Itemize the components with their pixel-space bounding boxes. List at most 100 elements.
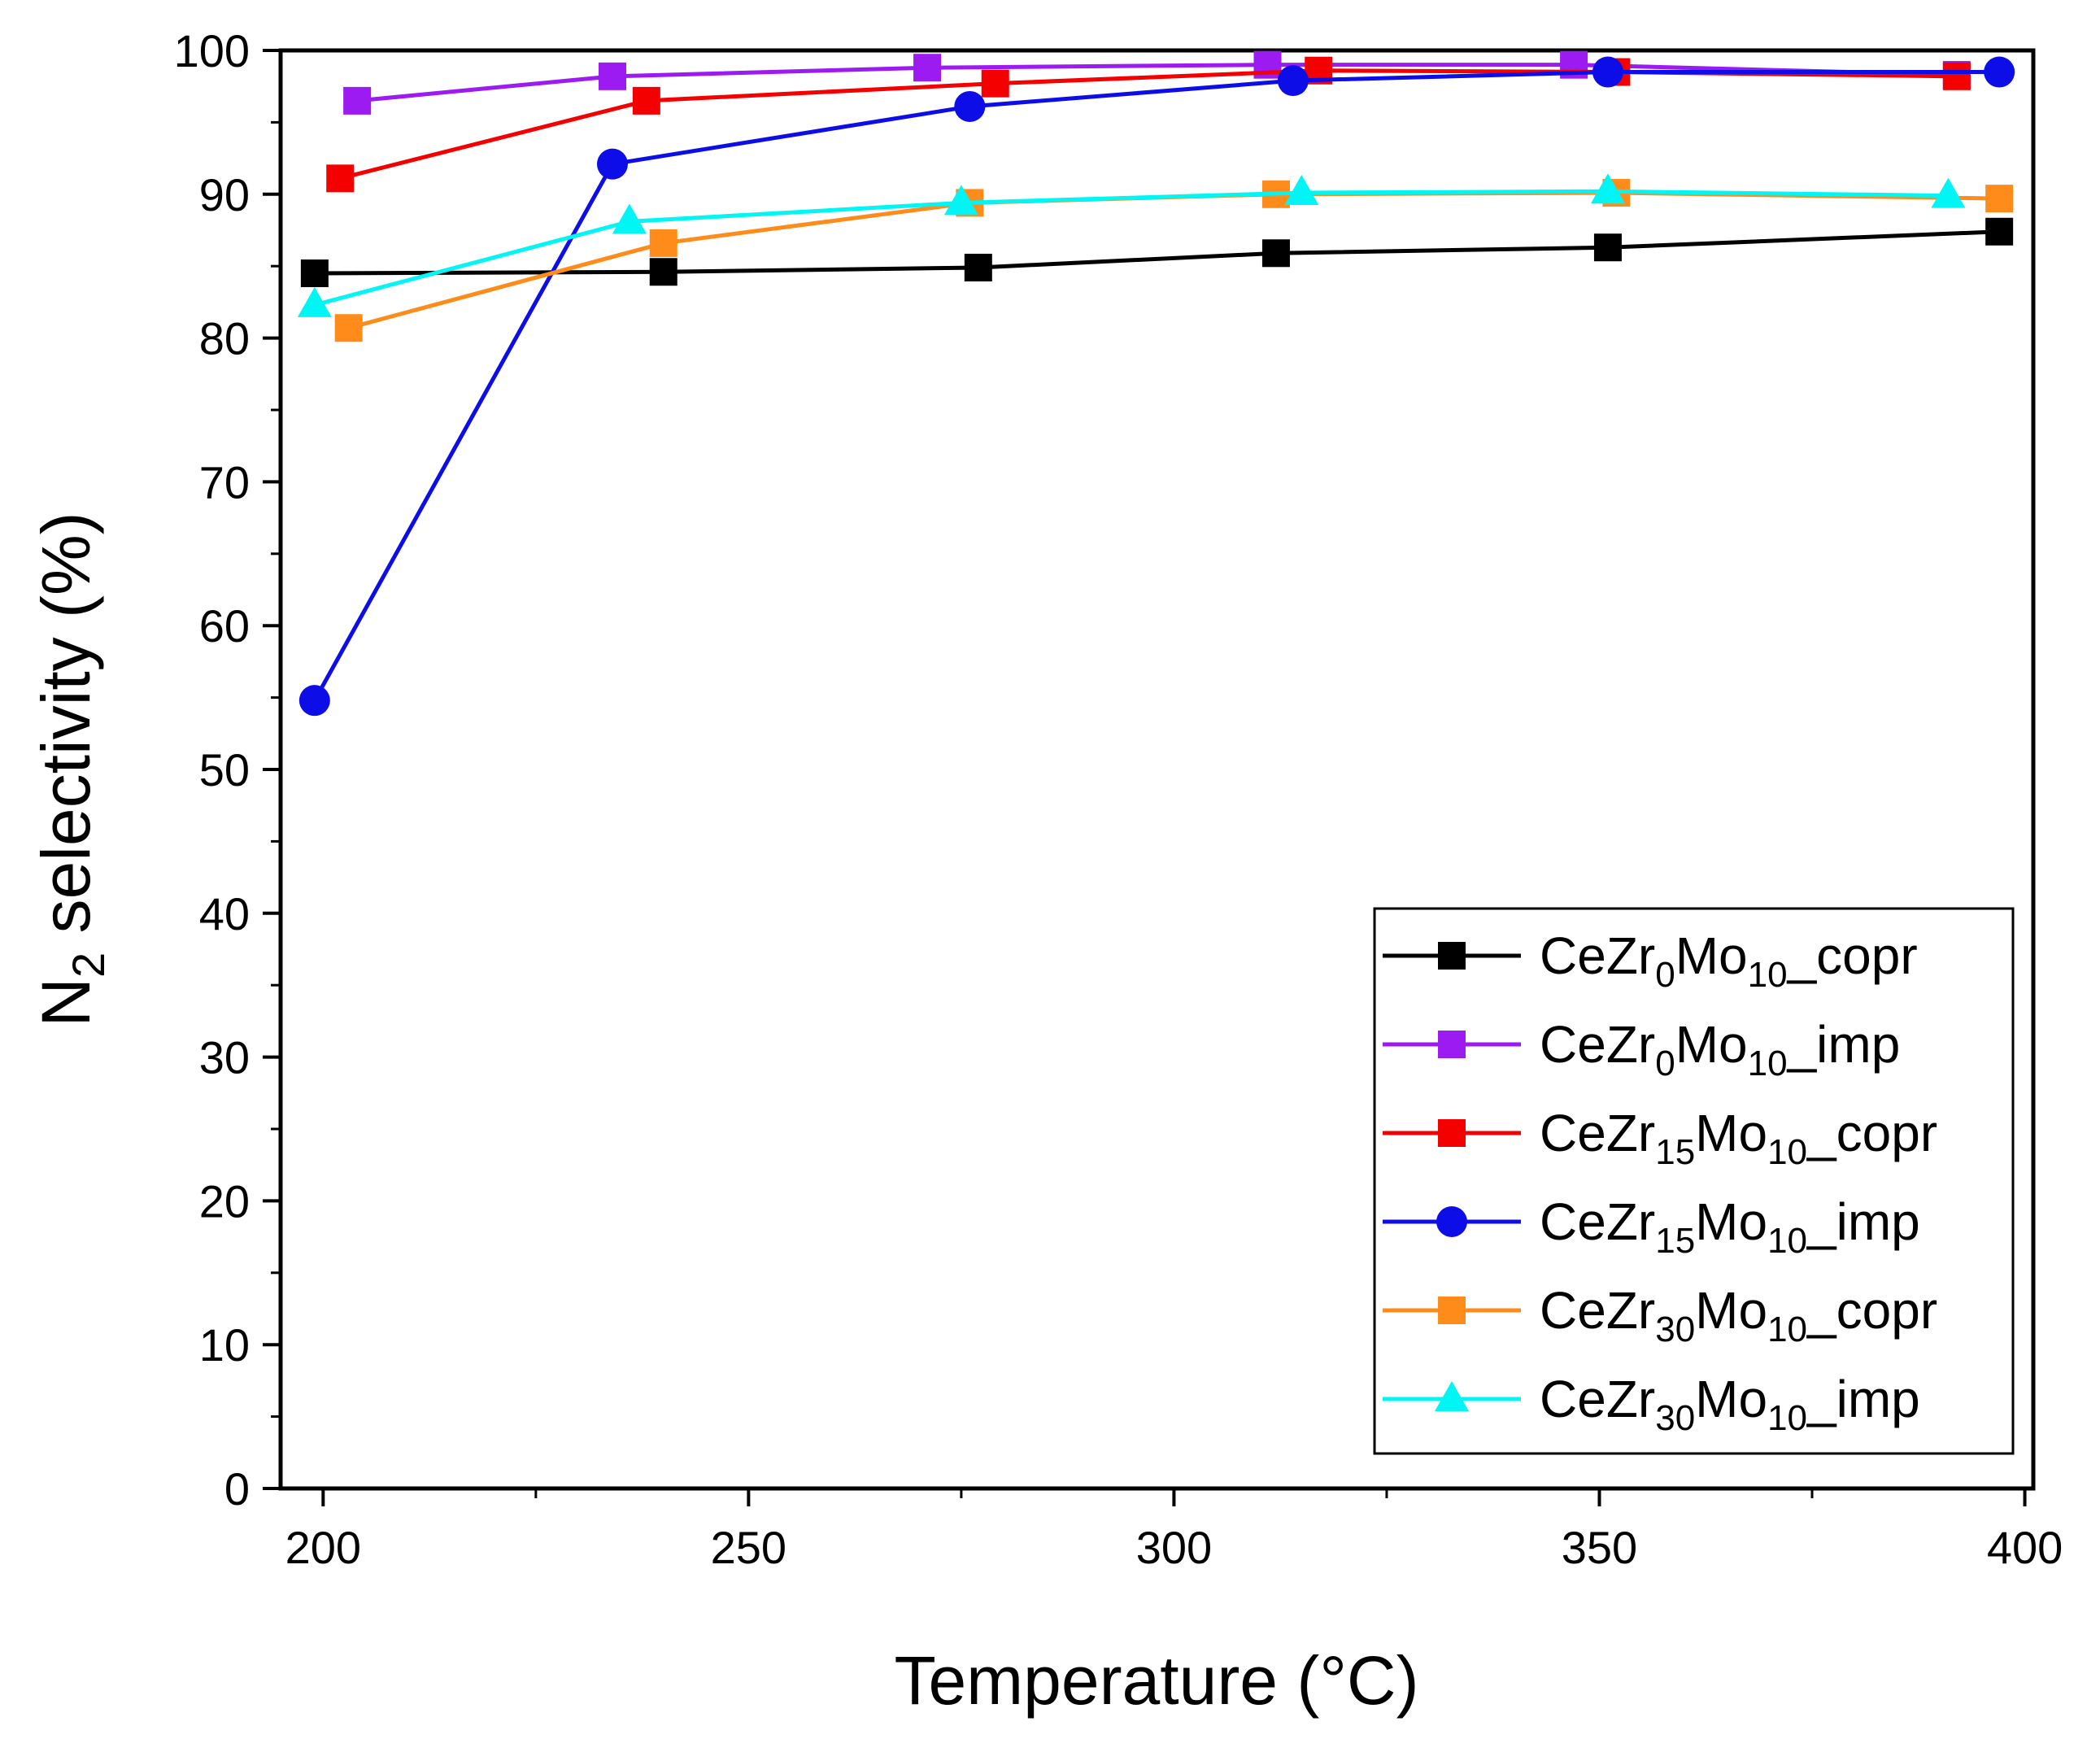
series-line	[339, 68, 1957, 181]
legend-label-part: Mo	[1695, 1281, 1767, 1340]
legend-label-part: _copr	[1787, 926, 1918, 985]
y-axis-title-sub: 2	[63, 952, 114, 978]
y-tick-label: 20	[199, 1175, 250, 1227]
legend-label-sub: 30	[1655, 1310, 1695, 1349]
legend-label-sub: 10	[1767, 1398, 1807, 1438]
data-point	[964, 253, 992, 281]
legend-marker	[1438, 1031, 1466, 1058]
data-point	[981, 69, 1009, 98]
legend-label-part: Mo	[1695, 1370, 1767, 1428]
data-point	[1984, 56, 2015, 88]
x-tick-label: 300	[1136, 1522, 1212, 1573]
data-point	[598, 62, 626, 90]
series-s2	[326, 56, 1971, 193]
legend-label-part: _copr	[1806, 1104, 1937, 1162]
series-layer	[297, 50, 2015, 717]
legend-label-part: _imp	[1806, 1192, 1920, 1251]
legend-item-s1: CeZr0Mo10_imp	[1383, 1015, 1900, 1083]
data-point	[334, 314, 363, 342]
legend-label: CeZr0Mo10_imp	[1540, 1015, 1900, 1083]
legend-label-sub: 30	[1655, 1398, 1695, 1438]
series-line	[312, 70, 2000, 702]
x-tick-label: 350	[1562, 1522, 1637, 1573]
data-point	[1593, 233, 1622, 262]
series-s4	[334, 179, 2014, 342]
y-tick-label: 100	[174, 25, 250, 76]
legend-label: CeZr15Mo10_imp	[1540, 1192, 1920, 1261]
data-point	[913, 54, 942, 82]
legend-marker	[1438, 942, 1466, 970]
x-tick-label: 400	[1987, 1522, 2063, 1573]
legend-item-s0: CeZr0Mo10_copr	[1383, 926, 1918, 995]
legend-label-part: CeZr	[1540, 926, 1655, 985]
legend-label-sub: 10	[1748, 955, 1788, 995]
legend-item-s3: CeZr15Mo10_imp	[1383, 1192, 1920, 1261]
y-tick-label: 50	[199, 744, 250, 795]
data-point	[1931, 177, 1966, 208]
y-tick-label: 30	[199, 1032, 250, 1083]
data-point	[596, 148, 628, 180]
legend-label-sub: 10	[1748, 1044, 1788, 1083]
data-point	[1284, 175, 1319, 206]
data-point	[632, 86, 660, 115]
data-point	[300, 259, 329, 288]
legend-label: CeZr30Mo10_imp	[1540, 1370, 1920, 1438]
data-point	[1277, 65, 1309, 97]
legend-label-part: Mo	[1675, 926, 1748, 985]
legend-marker	[1436, 1206, 1467, 1237]
legend-label: CeZr0Mo10_copr	[1540, 926, 1918, 995]
series-s1	[343, 50, 1971, 115]
legend-label-sub: 10	[1767, 1310, 1807, 1349]
legend-label-sub: 15	[1655, 1221, 1695, 1261]
data-point	[326, 164, 355, 193]
series-line	[314, 229, 2000, 276]
y-axis-title-rest: selectivity (%)	[28, 512, 104, 952]
data-point	[1592, 56, 1623, 88]
legend-label-sub: 0	[1655, 1044, 1675, 1083]
data-point	[343, 86, 372, 115]
y-tick-label: 10	[199, 1319, 250, 1371]
series-s3	[298, 56, 2015, 717]
data-point	[649, 229, 677, 257]
legend-label-sub: 15	[1655, 1132, 1695, 1172]
legend-label-part: CeZr	[1540, 1370, 1655, 1428]
y-tick-label: 40	[199, 888, 250, 939]
data-point	[1590, 173, 1625, 204]
data-point	[1942, 62, 1971, 90]
y-tick-label: 90	[199, 169, 250, 220]
legend-item-s4: CeZr30Mo10_copr	[1383, 1281, 1937, 1349]
y-tick-label: 0	[224, 1463, 250, 1515]
legend-label: CeZr30Mo10_copr	[1540, 1281, 1937, 1349]
legend-label-part: Mo	[1675, 1015, 1748, 1074]
legend-label-part: _imp	[1787, 1015, 1901, 1074]
data-point	[954, 90, 986, 122]
x-tick-label: 250	[711, 1522, 786, 1573]
legend-label-part: _copr	[1806, 1281, 1937, 1340]
y-tick-label: 60	[199, 600, 250, 652]
x-tick-label: 200	[285, 1522, 361, 1573]
series-s5	[297, 173, 1966, 317]
y-axis-title-main: N	[28, 978, 104, 1027]
data-point	[943, 185, 978, 216]
legend-label-part: CeZr	[1540, 1104, 1655, 1162]
data-point	[297, 286, 332, 317]
legend-label-part: CeZr	[1540, 1192, 1655, 1251]
legend-label-part: _imp	[1806, 1370, 1920, 1428]
legend-item-s5: CeZr30Mo10_imp	[1383, 1370, 1920, 1438]
y-axis-title: N2 selectivity (%)	[28, 512, 114, 1026]
legend-label-sub: 0	[1655, 955, 1675, 995]
x-axis-title: Temperature (°C)	[894, 1642, 1418, 1719]
series-line	[356, 63, 1957, 103]
data-point	[298, 685, 330, 717]
series-line	[314, 189, 1949, 307]
legend-label-part: CeZr	[1540, 1015, 1655, 1074]
data-point	[1985, 185, 2014, 213]
legend-label: CeZr15Mo10_copr	[1540, 1104, 1937, 1172]
data-point	[1985, 217, 2014, 246]
legend-label-part: CeZr	[1540, 1281, 1655, 1340]
legend-marker	[1438, 1119, 1466, 1147]
data-point	[649, 258, 677, 286]
legend-label-sub: 10	[1767, 1132, 1807, 1172]
y-tick-label: 70	[199, 456, 250, 508]
